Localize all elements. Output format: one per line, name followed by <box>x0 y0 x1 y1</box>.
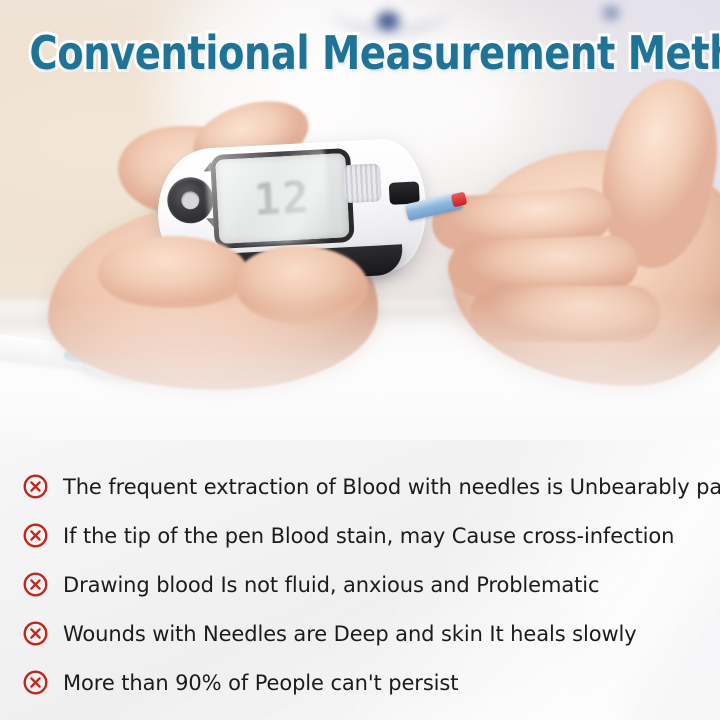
clinician-finger-front-1 <box>98 236 248 308</box>
list-item-label: If the tip of the pen Blood stain, may C… <box>63 523 675 548</box>
list-item: Drawing blood Is not fluid, anxious and … <box>0 560 720 609</box>
list-item: More than 90% of People can't persist <box>0 658 720 707</box>
page-title: Conventional Measurement Methods <box>27 26 720 80</box>
list-item-label: More than 90% of People can't persist <box>63 670 459 695</box>
circle-x-icon <box>22 473 49 500</box>
drawbacks-list: The frequent extraction of Blood with ne… <box>0 462 720 707</box>
page-title-container: Conventional Measurement Methods <box>0 26 720 80</box>
list-item-label: The frequent extraction of Blood with ne… <box>63 474 720 499</box>
circle-x-icon <box>22 571 49 598</box>
circle-x-icon <box>22 669 49 696</box>
stethoscope-secondary-icon <box>596 0 626 26</box>
list-item-label: Wounds with Needles are Deep and skin It… <box>63 621 637 646</box>
list-item-label: Drawing blood Is not fluid, anxious and … <box>63 572 600 597</box>
screen-glare <box>204 146 330 249</box>
stethoscope-icon <box>370 6 406 36</box>
list-item: The frequent extraction of Blood with ne… <box>0 462 720 511</box>
circle-x-icon <box>22 522 49 549</box>
meter-ridged-grip <box>341 163 382 204</box>
circle-x-icon <box>22 620 49 647</box>
content-panel <box>0 440 720 720</box>
list-item: If the tip of the pen Blood stain, may C… <box>0 511 720 560</box>
hero-photo: 12 <box>0 0 720 470</box>
list-item: Wounds with Needles are Deep and skin It… <box>0 609 720 658</box>
